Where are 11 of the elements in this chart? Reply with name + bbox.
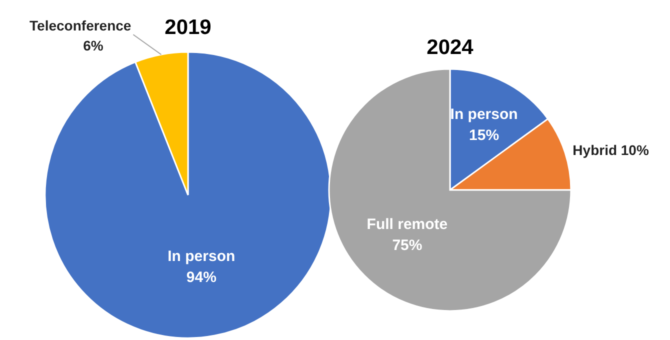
data-label: 75%: [392, 236, 422, 254]
slice-label: In person: [450, 106, 518, 124]
data-label: 6%: [83, 38, 104, 54]
slice-label: Full remote: [366, 216, 448, 233]
data-label: 94%: [186, 269, 216, 286]
slice-label: Hybrid 10%: [572, 142, 650, 158]
slice-label: Teleconference: [30, 18, 132, 34]
data-label: 15%: [469, 127, 500, 144]
chart-title: 2024: [426, 36, 474, 59]
chart-title: 2019: [164, 16, 212, 39]
slice-label: In person: [168, 248, 236, 266]
